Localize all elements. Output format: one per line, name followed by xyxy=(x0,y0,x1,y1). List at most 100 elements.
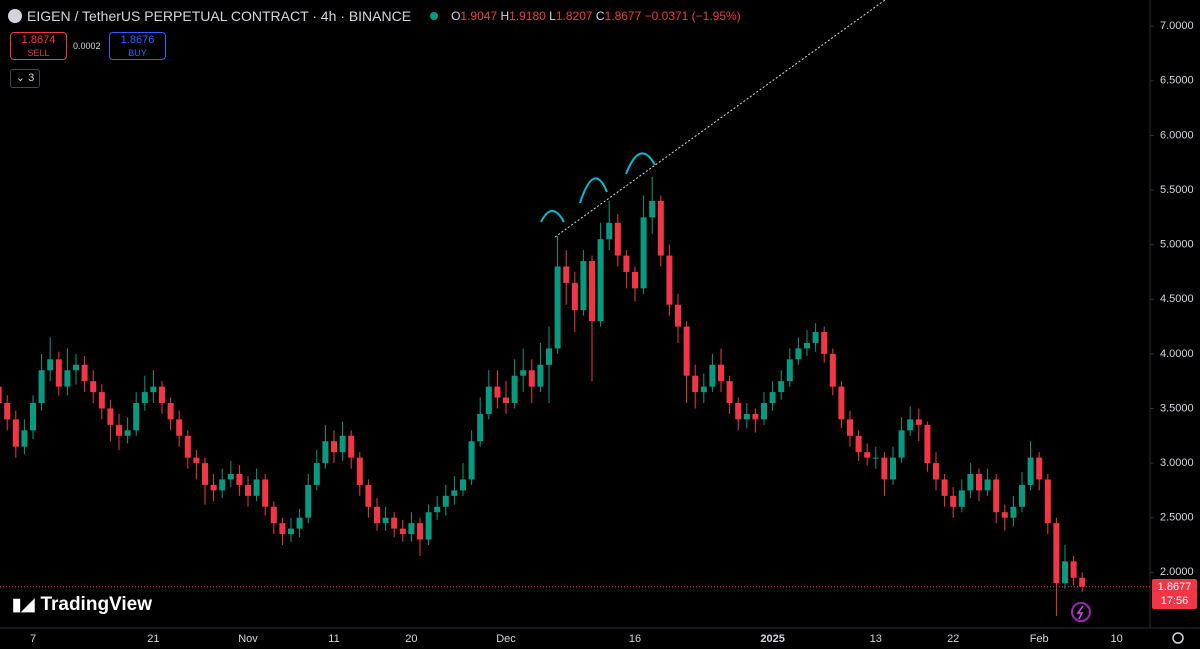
y-tick-label: 5.0000 xyxy=(1160,239,1194,251)
candle-body xyxy=(976,474,982,491)
trend-line xyxy=(554,0,886,238)
y-tick-label: 3.0000 xyxy=(1160,457,1194,469)
symbol-title[interactable]: EIGEN / TetherUS PERPETUAL CONTRACT · 4h… xyxy=(27,8,412,24)
candle-body xyxy=(571,282,578,311)
candle-body xyxy=(399,528,406,535)
x-tick-label: 20 xyxy=(405,633,417,645)
sell-label: SELL xyxy=(27,48,50,58)
candle-body xyxy=(984,479,991,491)
countdown: 17:56 xyxy=(1160,595,1189,607)
candle-body xyxy=(847,419,853,436)
candle-body xyxy=(1044,479,1051,524)
y-tick-label: 7.0000 xyxy=(1160,20,1194,32)
settings-icon[interactable] xyxy=(1172,632,1184,644)
candle-body xyxy=(1053,523,1060,584)
candle-body xyxy=(107,408,114,425)
c-value: 1.8677 xyxy=(604,9,642,23)
candle-body xyxy=(804,342,810,349)
candle-body xyxy=(898,430,905,458)
alert-icon[interactable] xyxy=(1071,602,1091,622)
candle-body xyxy=(821,332,828,354)
candle-body xyxy=(124,430,131,436)
sell-button[interactable]: 1.8674 SELL xyxy=(10,32,67,60)
y-tick-label: 4.0000 xyxy=(1160,348,1194,360)
c-label: C xyxy=(595,9,605,23)
candle-body xyxy=(133,403,140,431)
candle-body xyxy=(434,506,441,513)
candle-body xyxy=(141,392,148,404)
candle-body xyxy=(1036,457,1043,480)
candle-body xyxy=(743,413,750,420)
candle-body xyxy=(709,364,716,387)
candle-body xyxy=(374,506,380,524)
candle-body xyxy=(460,479,466,491)
spread: 0.0002 xyxy=(73,41,101,51)
symbol-icon xyxy=(8,9,22,23)
ohlc-legend: O1.9047 H1.9180 L1.8207 C1.8677 −0.0371 … xyxy=(451,9,741,23)
candle-body xyxy=(73,364,79,371)
candle-body xyxy=(554,266,561,349)
x-tick-label: 16 xyxy=(629,633,641,645)
candle-body xyxy=(649,200,656,218)
candle-body xyxy=(546,348,552,365)
candle-body xyxy=(752,413,759,420)
candle-body xyxy=(580,261,587,311)
candle-body xyxy=(55,359,62,387)
candle-body xyxy=(322,441,329,464)
sell-price: 1.8674 xyxy=(21,34,56,46)
arc-drawing xyxy=(625,152,656,175)
indicators-toggle[interactable]: ⌄ 3 xyxy=(10,69,40,88)
last-price: 1.8677 xyxy=(1157,581,1192,593)
candle-body xyxy=(1070,561,1077,578)
candle-body xyxy=(537,364,544,387)
buy-button[interactable]: 1.8676 BUY xyxy=(109,32,166,60)
change: −0.0371 (−1.95%) xyxy=(644,9,741,23)
candle-body xyxy=(597,239,604,322)
buy-label: BUY xyxy=(128,48,147,58)
y-tick-label: 2.5000 xyxy=(1160,512,1194,524)
candle-body xyxy=(313,463,320,485)
candle-body xyxy=(236,474,243,485)
candle-body xyxy=(305,484,312,518)
brand-name: TradingView xyxy=(40,594,153,615)
candle-body xyxy=(589,261,595,322)
candle-body xyxy=(718,364,724,382)
candle-body xyxy=(348,435,355,458)
indicators-count: 3 xyxy=(28,72,35,84)
candle-body xyxy=(279,523,286,535)
candle-body xyxy=(21,430,28,447)
candle-body xyxy=(829,353,836,387)
y-tick-label: 6.0000 xyxy=(1160,129,1194,141)
candle-body xyxy=(391,517,398,529)
candle-body xyxy=(81,364,88,382)
candle-body xyxy=(485,386,492,414)
candle-body xyxy=(683,326,690,376)
candle-body xyxy=(692,375,699,393)
x-tick-label: Nov xyxy=(238,633,258,645)
x-tick-label: 22 xyxy=(947,633,959,645)
candle-body xyxy=(270,506,277,524)
candle-body xyxy=(47,359,54,371)
candle-body xyxy=(967,474,974,491)
candle-body xyxy=(64,370,71,387)
candle-body xyxy=(408,523,415,535)
candle-body xyxy=(623,255,630,272)
candle-body xyxy=(795,348,802,360)
candle-body xyxy=(614,222,621,256)
x-tick-label: 10 xyxy=(1110,633,1122,645)
candle-body xyxy=(210,484,217,491)
candle-body xyxy=(769,392,776,404)
candle-body xyxy=(528,370,535,387)
candle-body xyxy=(606,222,613,240)
brand: ▮◢ TradingView xyxy=(12,594,152,616)
candle-body xyxy=(675,304,681,327)
candle-body xyxy=(253,479,260,496)
candle-body xyxy=(202,463,208,485)
candle-body xyxy=(30,403,36,431)
candle-body xyxy=(933,463,939,480)
candle-body xyxy=(1062,561,1068,584)
x-tick-label: 11 xyxy=(328,633,339,645)
candle-body xyxy=(227,474,234,480)
